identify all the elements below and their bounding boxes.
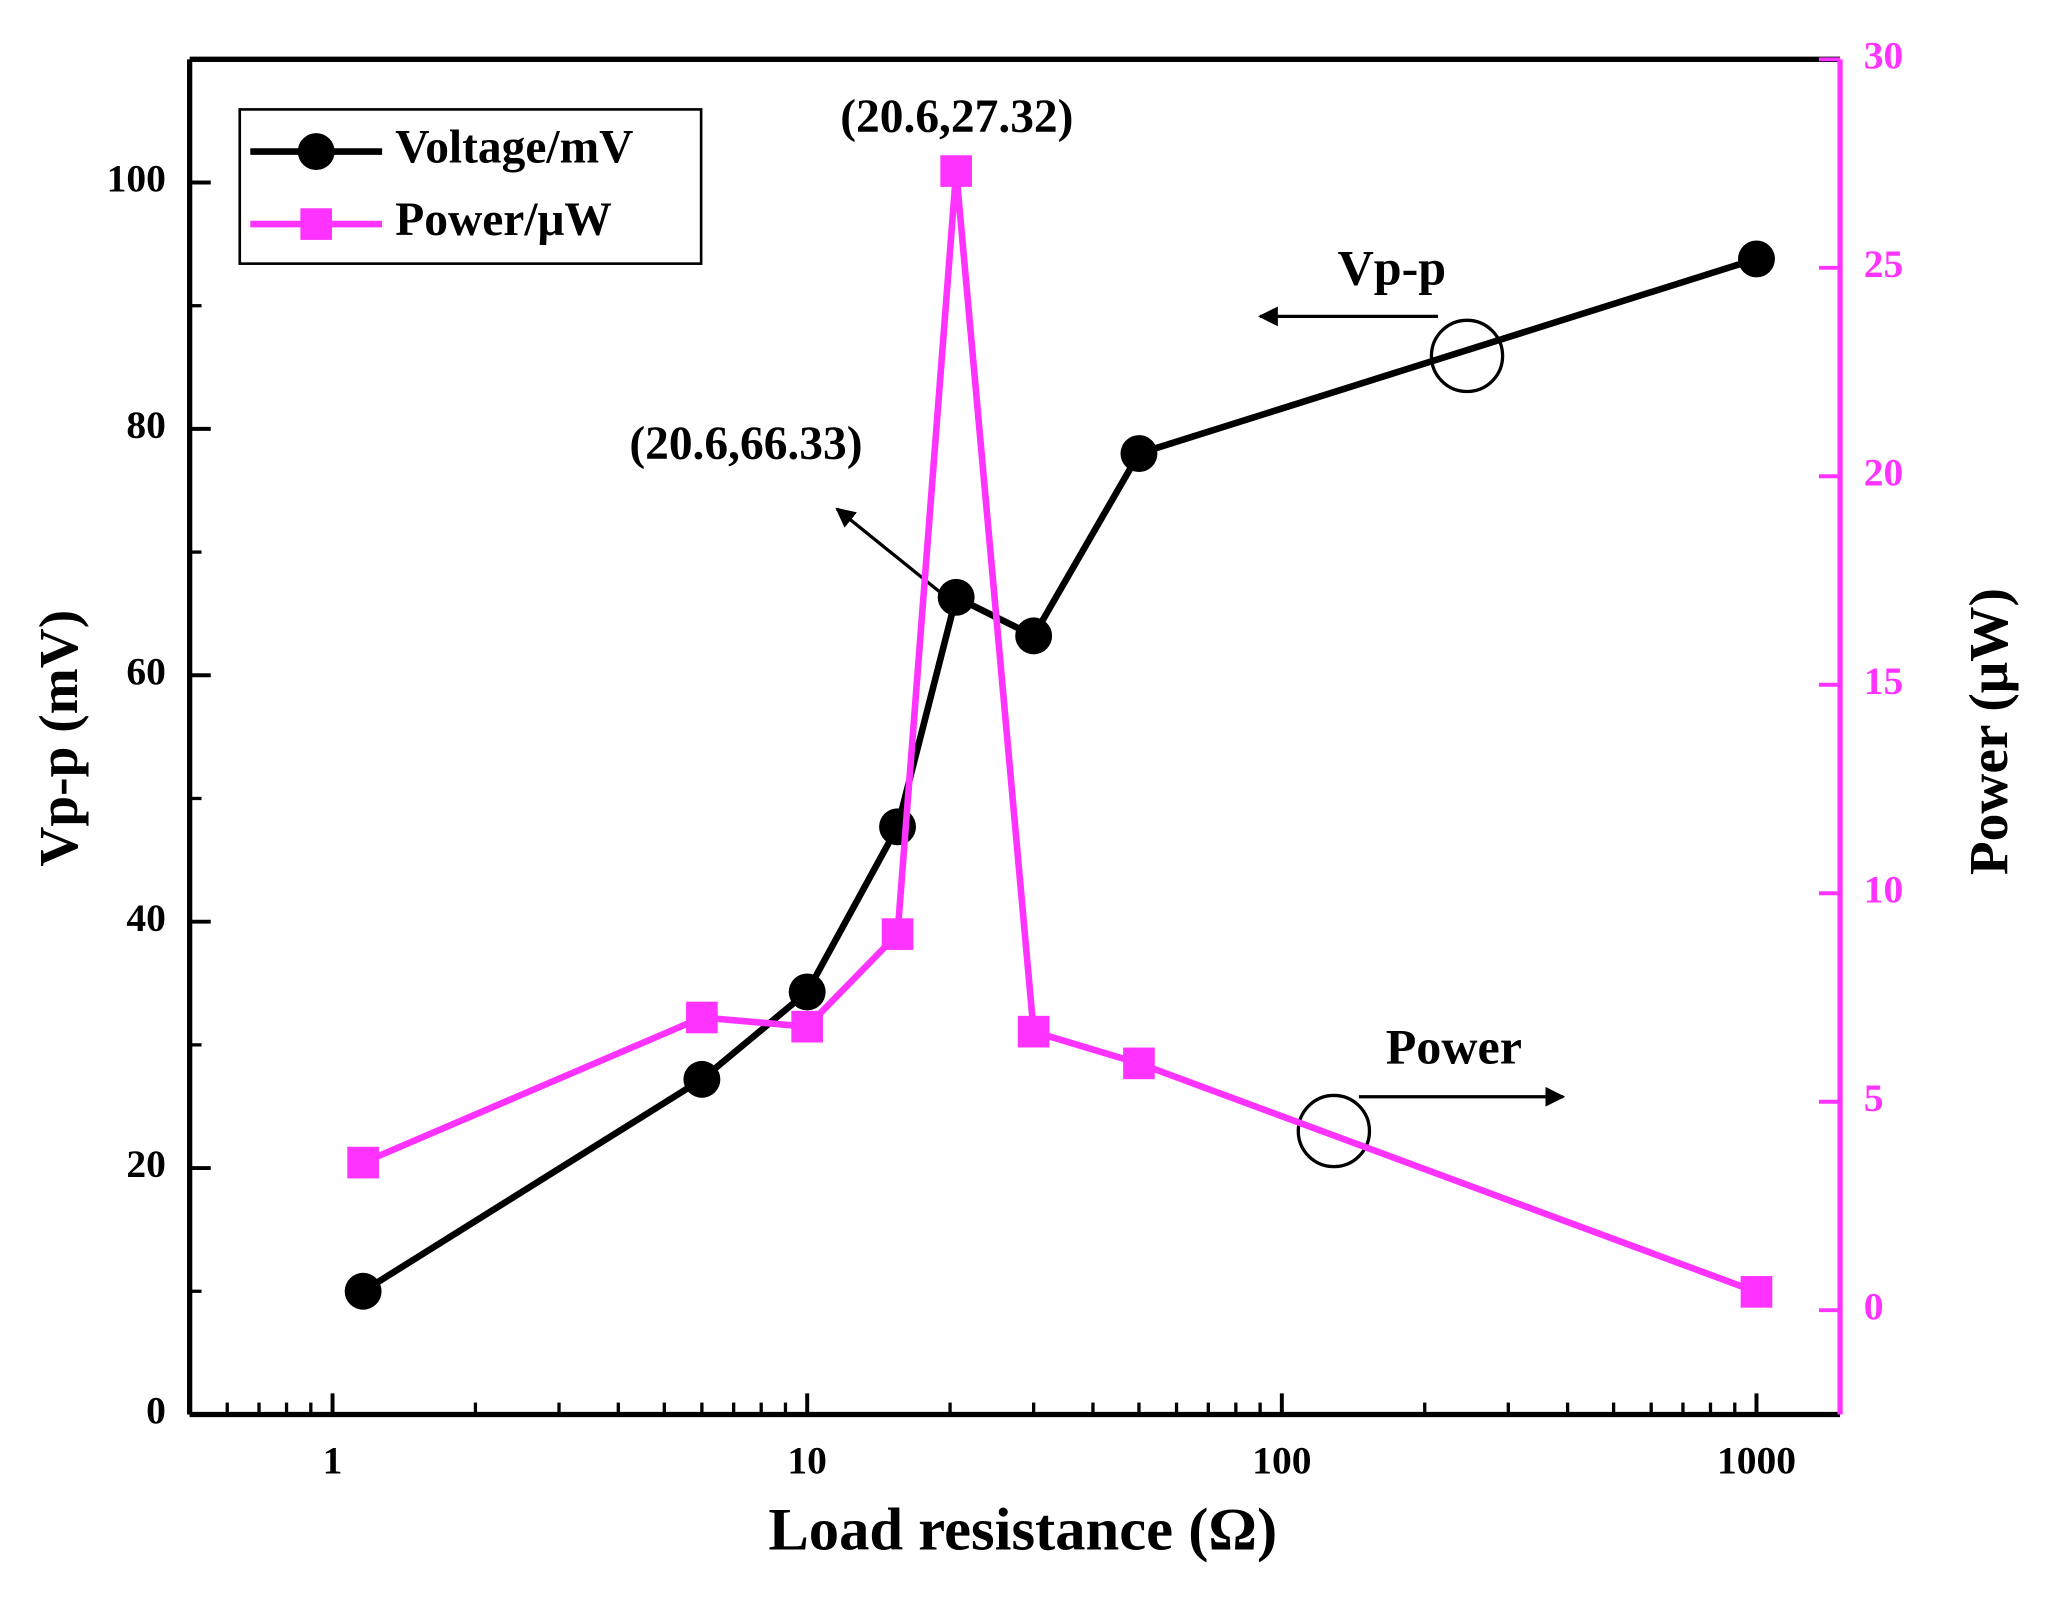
annotation: Power [1386,1018,1522,1074]
y-tick-label: 80 [126,403,166,447]
point [347,1146,379,1179]
y-tick-label: 20 [126,1142,166,1186]
point [881,918,914,950]
annotation: Vp-p [1338,239,1447,295]
point [1740,1276,1773,1308]
point [1017,1015,1050,1048]
x-tick-label: 1 [323,1439,343,1483]
y-tick-label: 40 [126,896,166,940]
point [940,155,972,187]
y2-axis-label: Power (μW) [1958,588,2019,875]
legend-label: Power/μW [395,194,612,246]
point [1738,240,1775,278]
y-tick-label: 100 [107,157,166,201]
y2-tick-label: 10 [1864,867,1904,911]
point [683,1060,721,1098]
point [788,973,826,1011]
point [344,1272,382,1310]
x-tick-label: 100 [1252,1439,1311,1483]
point [791,1010,824,1043]
y2-tick-label: 15 [1864,659,1904,703]
y-tick-label: 60 [126,649,166,693]
x-tick-label: 1000 [1717,1439,1796,1483]
y2-tick-label: 30 [1864,33,1904,77]
point [879,808,916,846]
x-axis-label: Load resistance (Ω) [768,1497,1277,1564]
legend-marker [300,208,333,240]
annotation-circle [1296,1093,1372,1169]
annotation-circle [1429,318,1505,394]
point [937,578,975,616]
x-tick-label: 10 [787,1439,827,1483]
point [1123,1047,1155,1080]
point [1120,435,1158,472]
point [1015,617,1053,655]
annotation: (20.6,66.33) [629,418,862,470]
y-axis-label: Vp-p (mV) [28,610,89,867]
y2-tick-label: 5 [1864,1076,1884,1120]
series-line [361,167,1758,1295]
series-line [361,255,1758,1295]
legend-label: Voltage/mV [395,121,633,173]
legend-marker [297,133,335,171]
point [686,1001,718,1034]
annotation: (20.6,27.32) [840,91,1073,143]
y2-tick-label: 25 [1864,242,1904,286]
y2-tick-label: 20 [1864,450,1904,494]
y2-tick-label: 0 [1864,1284,1884,1328]
y-tick-label: 0 [146,1389,166,1433]
